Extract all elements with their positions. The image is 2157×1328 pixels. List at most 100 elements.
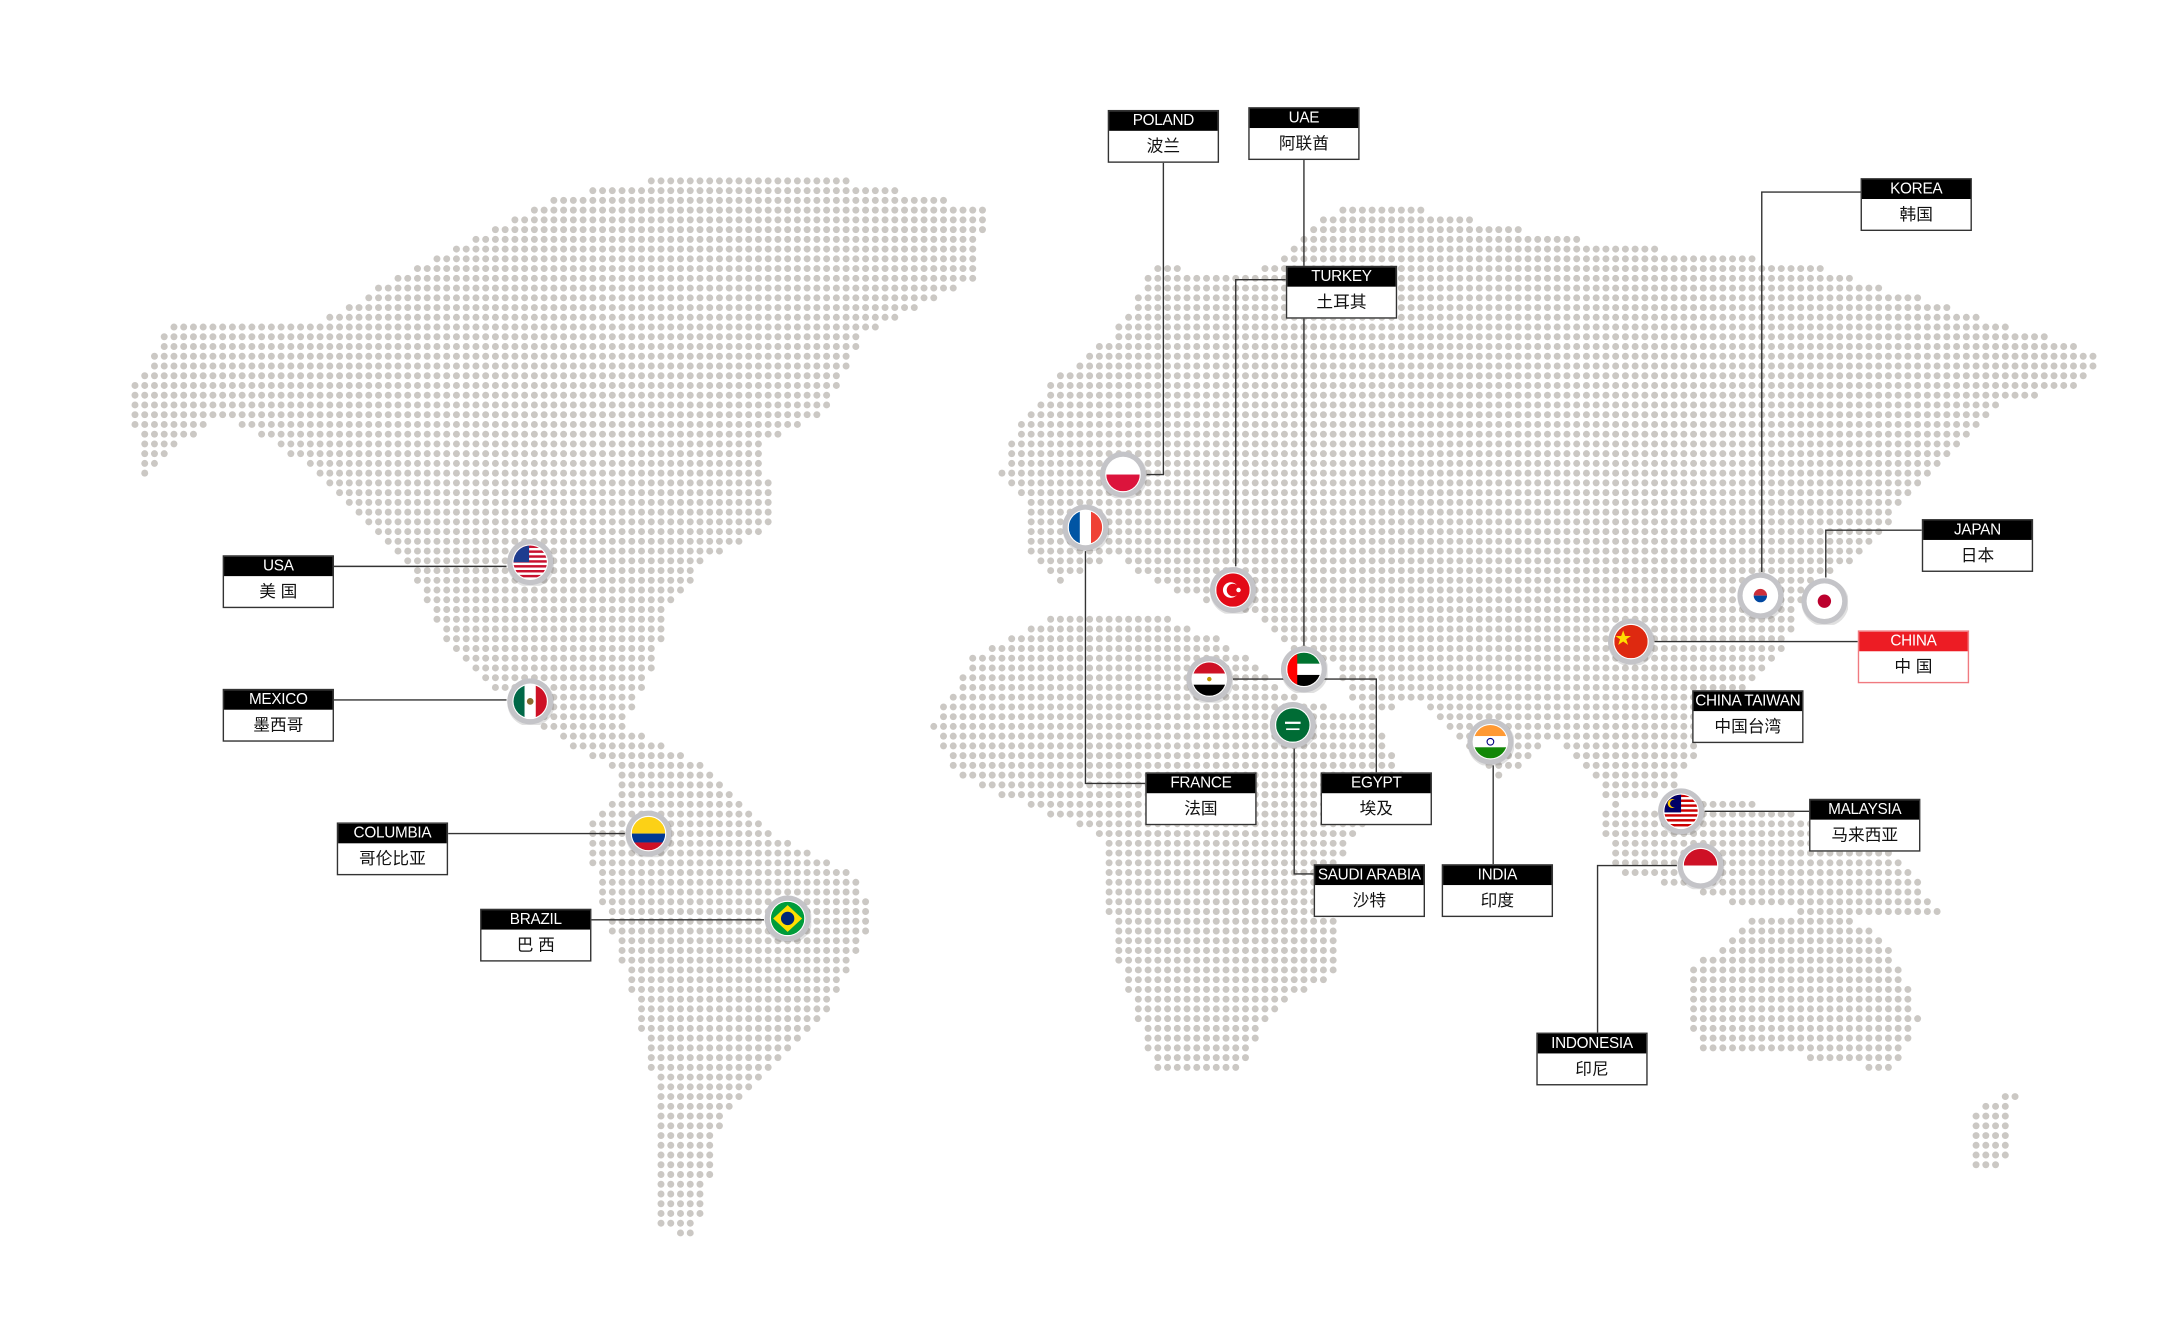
- land-dot: [1543, 255, 1551, 263]
- land-dot: [1534, 245, 1542, 253]
- land-dot: [745, 196, 753, 204]
- land-dot: [638, 245, 646, 253]
- land-dot: [754, 255, 762, 263]
- land-dot: [696, 235, 704, 243]
- land-dot: [1543, 235, 1551, 243]
- land-dot: [1505, 245, 1512, 253]
- land-dot: [667, 177, 675, 185]
- land-dot: [1378, 216, 1386, 224]
- land-dot: [1427, 216, 1435, 224]
- land-dot: [560, 206, 568, 214]
- land-dot: [1475, 255, 1483, 263]
- land-dot: [608, 216, 616, 224]
- land-dot: [871, 255, 879, 263]
- land-dot: [1378, 235, 1386, 243]
- land-dot: [764, 226, 772, 234]
- land-dot: [628, 196, 636, 204]
- land-dot: [1290, 255, 1298, 263]
- land-dot: [901, 235, 909, 243]
- land-dot: [1436, 245, 1444, 253]
- land-dot: [1349, 226, 1357, 234]
- land-dot: [774, 216, 782, 224]
- land-dot: [823, 196, 831, 204]
- land-dot: [569, 226, 577, 234]
- land-dot: [628, 187, 636, 195]
- land-dot: [754, 196, 762, 204]
- land-dot: [686, 255, 694, 263]
- land-dot: [589, 216, 597, 224]
- land-dot: [472, 245, 480, 253]
- land-dot: [735, 245, 743, 253]
- land-dot: [1358, 206, 1366, 214]
- land-dot: [1456, 235, 1464, 243]
- land-dot: [628, 235, 636, 243]
- land-dot: [1582, 245, 1590, 253]
- land-dot: [842, 226, 850, 234]
- land-dot: [715, 196, 723, 204]
- land-dot: [842, 187, 850, 195]
- land-dot: [832, 196, 840, 204]
- land-dot: [891, 255, 899, 263]
- land-dot: [725, 245, 733, 253]
- land-dot: [472, 255, 480, 263]
- land-dot: [793, 216, 801, 224]
- land-dot: [813, 255, 821, 263]
- land-dot: [1319, 245, 1327, 253]
- land-dot: [482, 255, 490, 263]
- land-dot: [1397, 216, 1405, 224]
- land-dot: [1514, 245, 1522, 253]
- land-dot: [725, 216, 733, 224]
- land-dot: [852, 206, 860, 214]
- land-dot: [774, 245, 782, 253]
- land-dot: [1573, 235, 1581, 243]
- land-dot: [1339, 216, 1347, 224]
- land-dot: [1427, 226, 1435, 234]
- land-dot: [1397, 255, 1405, 263]
- land-dot: [677, 255, 684, 263]
- land-dot: [745, 245, 753, 253]
- land-dot: [725, 255, 733, 263]
- land-dot: [891, 216, 899, 224]
- land-dot: [793, 187, 801, 195]
- land-dot: [754, 235, 762, 243]
- land-dot: [891, 206, 899, 214]
- land-dot: [1436, 235, 1444, 243]
- land-dot: [842, 235, 850, 243]
- land-dot: [832, 226, 840, 234]
- land-dot: [686, 226, 694, 234]
- land-dot: [1456, 226, 1464, 234]
- land-dot: [530, 255, 538, 263]
- land-dot: [949, 206, 957, 214]
- land-dot: [1641, 245, 1649, 253]
- land-dot: [881, 235, 889, 243]
- land-dot: [560, 226, 568, 234]
- land-dot: [1417, 226, 1425, 234]
- land-dot: [491, 255, 499, 263]
- land-dot: [667, 196, 675, 204]
- land-dot: [715, 245, 723, 253]
- land-dot: [881, 226, 889, 234]
- land-dot: [803, 245, 811, 253]
- land-dot: [1319, 216, 1327, 224]
- land-dot: [589, 255, 597, 263]
- land-dot: [930, 216, 938, 224]
- land-dot: [862, 235, 870, 243]
- land-dot: [657, 196, 665, 204]
- land-dot: [647, 245, 655, 253]
- land-dot: [823, 226, 831, 234]
- land-dot: [803, 206, 811, 214]
- land-dot: [862, 216, 870, 224]
- land-dot: [540, 216, 548, 224]
- land-dot: [1446, 216, 1454, 224]
- land-dot: [920, 206, 928, 214]
- land-dot: [1388, 206, 1396, 214]
- land-dot: [1329, 216, 1337, 224]
- land-dot: [910, 245, 918, 253]
- land-dot: [1505, 235, 1512, 243]
- land-dot: [433, 255, 441, 263]
- land-dot: [774, 196, 782, 204]
- land-dot: [774, 255, 782, 263]
- land-dot: [842, 206, 850, 214]
- land-dot: [842, 196, 850, 204]
